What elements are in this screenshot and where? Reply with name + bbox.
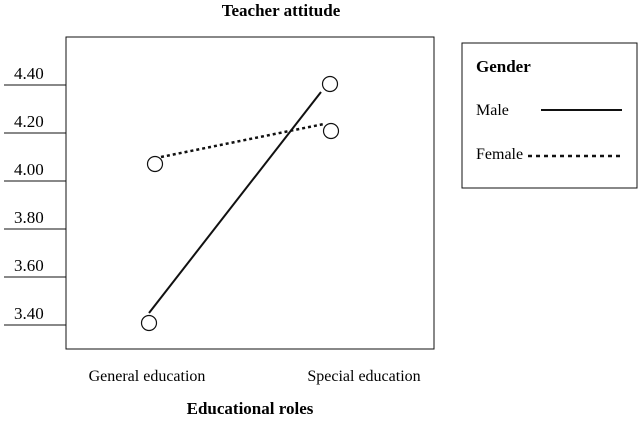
y-axis-ticks: 4.40 4.20 4.00 3.80 3.60 3.40 (4, 64, 66, 326)
x-tick-label-special: Special education (307, 368, 420, 385)
series-line-female (160, 122, 325, 159)
data-point-female-0 (146, 155, 164, 173)
plot-area-frame (65, 36, 435, 350)
y-tick-label: 4.00 (14, 160, 44, 179)
y-tick-label: 3.40 (14, 304, 44, 323)
x-axis-label: Educational roles (187, 399, 314, 418)
series-group (140, 75, 340, 332)
chart-title: Teacher attitude (222, 1, 341, 20)
series-line-male (148, 91, 322, 314)
data-point-male-0 (140, 314, 158, 332)
legend-box (461, 42, 638, 189)
y-tick-label: 4.40 (14, 64, 44, 83)
legend-label-male: Male (476, 102, 509, 119)
x-tick-label-general: General education (89, 368, 206, 385)
y-tick-label: 4.20 (14, 112, 44, 131)
y-tick-label: 3.60 (14, 256, 44, 275)
data-point-male-1 (321, 75, 339, 93)
legend-label-female: Female (476, 146, 523, 163)
y-tick-label: 3.80 (14, 208, 44, 227)
data-point-female-1 (322, 122, 340, 140)
legend-title: Gender (476, 57, 531, 76)
